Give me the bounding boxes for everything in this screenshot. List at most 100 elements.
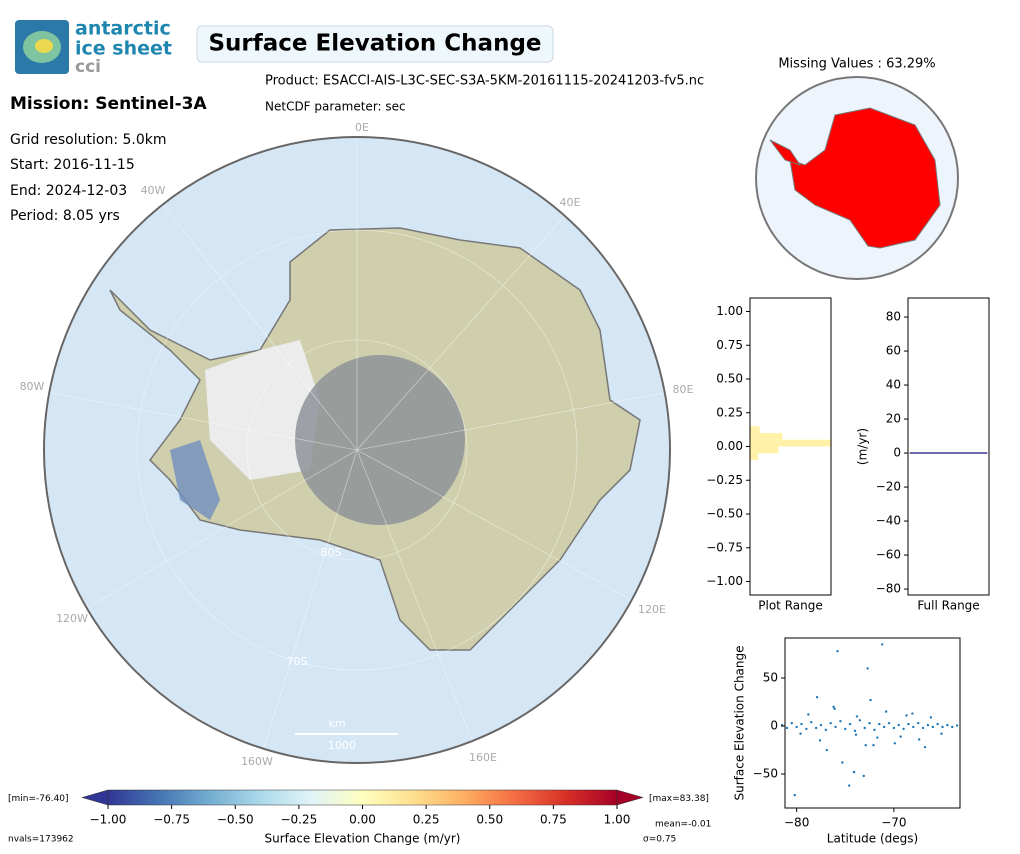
scatter-point [810, 720, 813, 724]
scatter-point [836, 649, 839, 653]
colorbar-extend-low [81, 789, 109, 806]
pole-hole [295, 355, 465, 525]
scatter-point [819, 723, 823, 727]
scatter-point [892, 726, 896, 730]
x-tick-label: 0.50 [476, 813, 503, 827]
missing-border [755, 76, 959, 280]
y-tick-label: 60 [886, 344, 901, 358]
graticule [45, 138, 669, 761]
scatter-point [926, 723, 930, 727]
scatter-point [839, 720, 842, 723]
scatter-point [832, 705, 835, 709]
scatter-point [863, 726, 866, 730]
axes-frame [784, 637, 961, 809]
mission: Mission: Sentinel-3A [10, 94, 207, 114]
scatter-point [858, 719, 862, 722]
scatter-point [805, 727, 808, 731]
ice-shelf [205, 340, 320, 480]
logo-text: ice sheet [75, 38, 172, 60]
y-axis-label: Surface Elevation Change [733, 645, 747, 800]
lon-label: 160W [241, 755, 273, 768]
scatter-point [852, 770, 856, 774]
min-label: [min=-76.40] [8, 794, 69, 804]
missing-area [769, 139, 802, 166]
scatter-point [921, 726, 925, 730]
scatter-point [814, 726, 818, 730]
lon-label: 40W [141, 184, 166, 197]
hist-bar [750, 446, 779, 454]
info: Grid resolution: 5.0km [10, 132, 167, 148]
lon-label: 120E [638, 603, 666, 616]
scatter-point [881, 643, 884, 646]
scatter-point [946, 723, 949, 727]
lon-label: 0E [355, 121, 369, 134]
colorbar-extend-high [616, 789, 644, 806]
hist-bar [750, 433, 783, 440]
lat-label: 80S [321, 546, 342, 559]
title: Surface Elevation Change [208, 31, 541, 57]
scatter-point [899, 735, 902, 738]
x-tick-label: −80 [784, 816, 809, 830]
y-tick-label: 0.25 [716, 405, 743, 419]
scatter-point [923, 745, 927, 749]
scatter-point [825, 748, 829, 752]
scatter-point [872, 744, 875, 747]
scatter-point [897, 723, 900, 727]
scatter-point [916, 721, 920, 725]
scatter-point [800, 722, 803, 726]
scatter-point [862, 774, 865, 778]
y-tick-label: 0.75 [716, 338, 743, 352]
y-tick-label: 20 [886, 412, 901, 426]
scatter-point [855, 715, 859, 718]
scatter-point [931, 725, 934, 729]
scale-unit: km [328, 717, 345, 730]
scatter-point [833, 707, 836, 710]
scatter-point [848, 722, 852, 726]
scatter-point [854, 733, 858, 736]
mean: mean=-0.01 [655, 820, 711, 830]
lon-label: 160E [469, 751, 497, 764]
max-label: [max=83.38] [649, 794, 709, 804]
scatter-point [936, 722, 939, 726]
info: Start: 2016-11-15 [10, 157, 135, 173]
x-tick-label: 0.25 [413, 813, 440, 827]
product: Product: ESACCI-AIS-L3C-SEC-S3A-5KM-2016… [265, 74, 704, 89]
logo-icon-map-core [35, 39, 53, 53]
scatter-point [917, 738, 921, 741]
x-axis-label: Full Range [917, 599, 979, 613]
missing-title: Missing Values : 63.29% [778, 57, 935, 72]
sigma: σ=0.75 [643, 835, 676, 845]
y-tick-label: −0.50 [706, 507, 743, 521]
scatter-point [824, 728, 828, 732]
y-tick-label: 0 [770, 719, 778, 733]
x-axis-label: Plot Range [758, 599, 822, 613]
info: End: 2024-12-03 [10, 183, 127, 199]
y-tick-label: −0.25 [706, 473, 743, 487]
scatter-point [864, 744, 867, 747]
hist-bar [750, 439, 831, 447]
hist-bar [750, 453, 759, 460]
scatter-point [882, 725, 886, 729]
scatter-point [951, 725, 954, 729]
y-tick-label: −50 [753, 767, 778, 781]
y-tick-label: −40 [876, 514, 901, 528]
x-tick-label: −0.50 [217, 813, 254, 827]
scatter-point [834, 725, 837, 729]
y-tick-label: −20 [876, 480, 901, 494]
y-tick-label: −1.00 [706, 574, 743, 588]
x-tick-label: 0.75 [540, 813, 567, 827]
scatter-point [793, 793, 796, 797]
y-tick-label: −60 [876, 548, 901, 562]
scatter-point [893, 742, 897, 745]
lon-label: 80W [20, 380, 45, 393]
x-tick-label: −0.75 [153, 813, 190, 827]
y-tick-label: 0.50 [716, 372, 743, 386]
scatter-point [847, 784, 851, 787]
scale-value: 1000 [328, 739, 356, 752]
lat-label: 70S [287, 655, 308, 668]
scatter-point [844, 727, 847, 731]
scatter-point [902, 727, 905, 731]
scatter-point [869, 698, 872, 702]
